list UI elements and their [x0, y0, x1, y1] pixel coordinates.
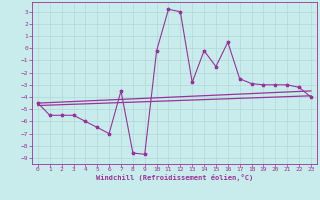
X-axis label: Windchill (Refroidissement éolien,°C): Windchill (Refroidissement éolien,°C) [96, 174, 253, 181]
